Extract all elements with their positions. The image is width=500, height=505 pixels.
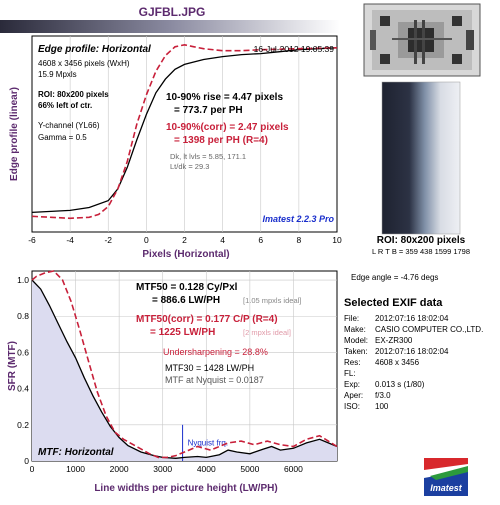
exif-label: File: (344, 314, 359, 323)
mtf-ylabel: SFR (MTF) (7, 341, 18, 391)
header-title: GJFBL.JPG (139, 5, 206, 19)
mtf-y-tick-label: 1.0 (17, 275, 29, 285)
edge-x-tick-label: 4 (220, 235, 225, 245)
exif-value: 2012:07:16 18:02:04 (375, 314, 449, 323)
edge-angle: Edge angle = -4.76 degs (351, 273, 438, 282)
exif-value: f/3.0 (375, 391, 391, 400)
roi-edge-image (381, 81, 461, 235)
exif-label: FL: (344, 369, 356, 378)
mtf-measured-line (31, 279, 338, 459)
edge-date: 16-Jul-2012 19:05:39 (254, 44, 335, 54)
mtf50-corr-ideal: [2 mpxls ideal] (243, 328, 291, 337)
edge-brand: Imatest 2.2.3 Pro (262, 214, 334, 224)
edge-corrected-line (31, 43, 338, 220)
mtf50-ideal: [1.05 mpxls ideal] (243, 296, 301, 305)
edge-x-tick-label: -6 (28, 235, 36, 245)
edge-x-tick-label: 2 (182, 235, 187, 245)
exif-value: 2012:07:16 18:02:04 (375, 347, 449, 356)
edge-series-layer (31, 43, 338, 220)
exif-value: EX-ZR300 (375, 336, 413, 345)
edge-rise-ph: = 773.7 per PH (174, 105, 243, 116)
mtf-series-layer: Nyquist frq. (31, 270, 338, 461)
edge-xlabel: Pixels (Horizontal) (142, 249, 229, 260)
edge-x-tick-label: -4 (66, 235, 74, 245)
mtf30: MTF30 = 1428 LW/PH (165, 363, 254, 373)
edge-rise: 10-90% rise = 4.47 pixels (166, 92, 283, 103)
edge-ratio: Lt/dk = 29.3 (170, 162, 209, 171)
mtf50: MTF50 = 0.128 Cy/Pxl (136, 282, 238, 293)
edge-x-tick-label: 0 (144, 235, 149, 245)
mtf-xlabel: Line widths per picture height (LW/PH) (94, 483, 277, 494)
edge-channel: Y-channel (YL66) (38, 121, 100, 130)
mtf50-corr: MTF50(corr) = 0.177 C/P (R=4) (136, 314, 278, 325)
edge-corr: 10-90%(corr) = 2.47 pixels (166, 122, 289, 133)
mtf-x-tick-label: 6000 (284, 464, 303, 474)
exif-label: ISO: (344, 402, 360, 411)
mtf-chart: Nyquist frq. 0 1000 2000 3000 4000 5000 600000… (7, 270, 338, 494)
edge-measured-line (31, 47, 338, 214)
test-chart-thumbnail (363, 3, 481, 77)
mtf-x-tick-label: 1000 (66, 464, 85, 474)
edge-info-mpx: 15.9 Mpxls (38, 70, 77, 79)
header-gradient (0, 20, 340, 33)
edge-ylabel: Edge profile (linear) (9, 87, 20, 181)
mtf-x-tick-label: 3000 (153, 464, 172, 474)
mtf50-lwph: = 886.6 LW/PH (152, 295, 220, 306)
edge-info-size: 4608 x 3456 pixels (WxH) (38, 59, 130, 68)
edge-levels: Dk, lt lvls = 5.85, 171.1 (170, 152, 246, 161)
edge-roi: ROI: 80x200 pixels (38, 90, 109, 99)
exif-label: Aper: (344, 391, 363, 400)
exif-label: Taken: (344, 347, 368, 356)
exif-label: Make: (344, 325, 366, 334)
mtf-y-tick-label: 0.8 (17, 311, 29, 321)
mtf50-corr-lwph: = 1225 LW/PH (150, 327, 215, 338)
exif-value: 0.013 s (1/80) (375, 380, 425, 389)
edge-corr-ph: = 1398 per PH (R=4) (174, 135, 268, 146)
nyquist-label: Nyquist frq. (188, 439, 228, 448)
mtf-x-tick-label: 0 (30, 464, 35, 474)
exif-label: Res: (344, 358, 360, 367)
mtf-y-tick-label: 0.4 (17, 384, 29, 394)
exif-value: CASIO COMPUTER CO.,LTD. (375, 325, 483, 334)
mtf-x-tick-label: 5000 (240, 464, 259, 474)
logo-text: Imatest (430, 483, 463, 493)
exif-title: Selected EXIF data (344, 297, 443, 309)
edge-x-tick-label: 6 (258, 235, 263, 245)
edge-roi-position: 66% left of ctr. (38, 101, 92, 110)
roi-title: ROI: 80x200 pixels (377, 235, 466, 246)
nyquist-mtf: MTF at Nyquist = 0.0187 (165, 375, 264, 385)
mtf-tick-labels: 0 1000 2000 3000 4000 5000 6000 0 0.2 0.4 0.6 0.8 1.… (17, 275, 303, 474)
exif-list: File: 2012:07:16 18:02:04 Make: CASIO COMPU… (344, 314, 483, 411)
edge-title: Edge profile: Horizontal (38, 44, 151, 55)
mtf-y-tick-label: 0.2 (17, 420, 29, 430)
edge-grid (69, 36, 300, 232)
exif-label: Model: (344, 336, 368, 345)
edge-x-tick-label: 10 (332, 235, 342, 245)
mtf-y-tick-label: 0 (24, 456, 29, 466)
edge-tick-labels: -6 -4 -2 0 2 4 6 8 10 (28, 235, 342, 245)
exif-value: 100 (375, 402, 389, 411)
mtf-title: MTF: Horizontal (38, 447, 114, 458)
right-panel: ROI: 80x200 pixels L R T B = 359 438 159… (344, 3, 483, 496)
roi-bounds: L R T B = 359 438 1599 1798 (372, 247, 470, 256)
undersharpening: Undersharpening = 28.8% (163, 347, 268, 357)
edge-x-tick-label: 8 (297, 235, 302, 245)
edge-gamma: Gamma = 0.5 (38, 133, 87, 142)
mtf-y-tick-label: 0.6 (17, 347, 29, 357)
mtf-x-tick-label: 2000 (110, 464, 129, 474)
mtf-x-tick-label: 4000 (197, 464, 216, 474)
edge-x-tick-label: -2 (104, 235, 112, 245)
exif-value: 4608 x 3456 (375, 358, 420, 367)
edge-profile-chart: -6 -4 -2 0 2 4 6 8 10 Edge profile: Horizontal 1… (9, 35, 342, 260)
exif-label: Exp: (344, 380, 360, 389)
imatest-logo: Imatest (424, 456, 468, 496)
mtf-corrected-line (31, 270, 338, 459)
